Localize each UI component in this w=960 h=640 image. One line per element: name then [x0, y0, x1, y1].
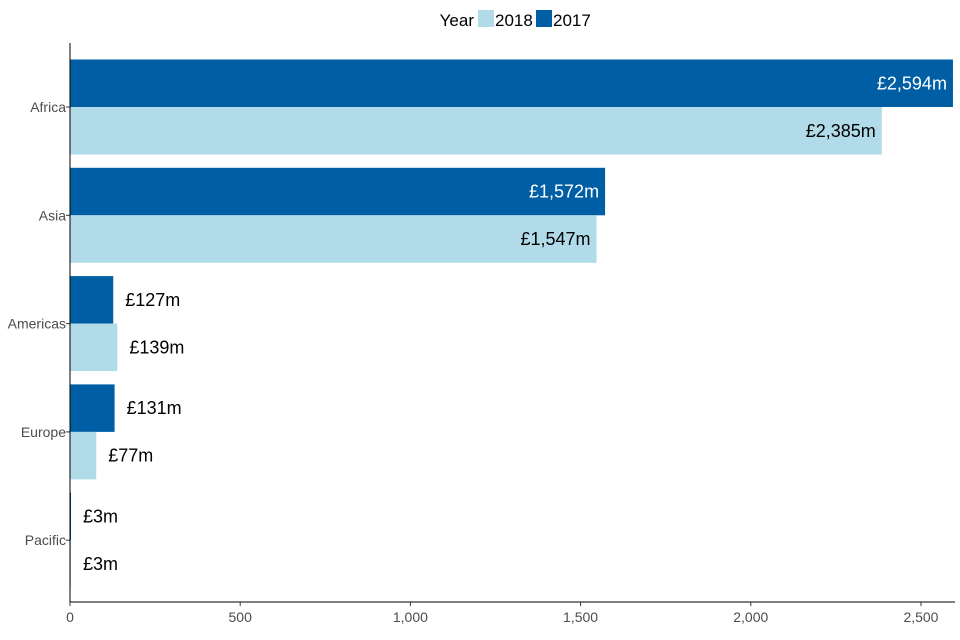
category-label-asia: Asia — [39, 207, 66, 223]
bar-africa-2018 — [70, 107, 882, 155]
category-label-pacific: Pacific — [25, 532, 66, 548]
data-label-africa-2017: £2,594m — [877, 73, 947, 93]
bar-pacific-2017 — [70, 492, 72, 541]
data-label-americas-2017: £127m — [125, 290, 180, 310]
x-tick-label-1500: 1,500 — [563, 609, 598, 625]
axes-group: Africa Asia Americas Europe Pacific 0 500 1,000… — [8, 43, 955, 625]
legend-swatch-2018 — [478, 10, 494, 27]
bar-americas-2017 — [70, 276, 114, 324]
bar-americas-2018 — [70, 323, 118, 372]
data-label-africa-2018: £2,385m — [806, 121, 876, 141]
legend-label-2018: 2018 — [495, 11, 533, 30]
x-tick-label-500: 500 — [229, 609, 253, 625]
legend-title: Year — [440, 11, 475, 30]
bar-pacific-2018 — [70, 540, 72, 588]
legend-swatch-2017 — [536, 10, 552, 27]
category-label-europe: Europe — [21, 424, 66, 440]
legend: Year 2018 2017 — [440, 10, 591, 30]
bar-europe-2018 — [70, 431, 97, 480]
data-label-americas-2018: £139m — [129, 337, 184, 357]
data-label-pacific-2018: £3m — [83, 554, 118, 574]
legend-label-2017: 2017 — [553, 11, 591, 30]
x-tick-label-0: 0 — [66, 609, 74, 625]
bar-europe-2017 — [70, 384, 115, 432]
bar-asia-2017 — [70, 167, 606, 216]
data-label-asia-2018: £1,547m — [521, 229, 591, 249]
data-label-europe-2018: £77m — [108, 446, 153, 466]
category-label-americas: Americas — [8, 316, 66, 332]
x-tick-label-2500: 2,500 — [903, 609, 938, 625]
data-label-europe-2017: £131m — [127, 398, 182, 418]
x-tick-label-2000: 2,000 — [733, 609, 768, 625]
x-tick-label-1000: 1,000 — [393, 609, 428, 625]
bar-africa-2017 — [70, 59, 953, 107]
bars-group: £2,594m £2,385m £1,572m £1,547m £127m £139m £1… — [70, 59, 953, 588]
category-label-africa: Africa — [30, 99, 66, 115]
data-label-pacific-2017: £3m — [83, 506, 118, 526]
bar-asia-2018 — [70, 215, 597, 263]
data-label-asia-2017: £1,572m — [529, 182, 599, 202]
